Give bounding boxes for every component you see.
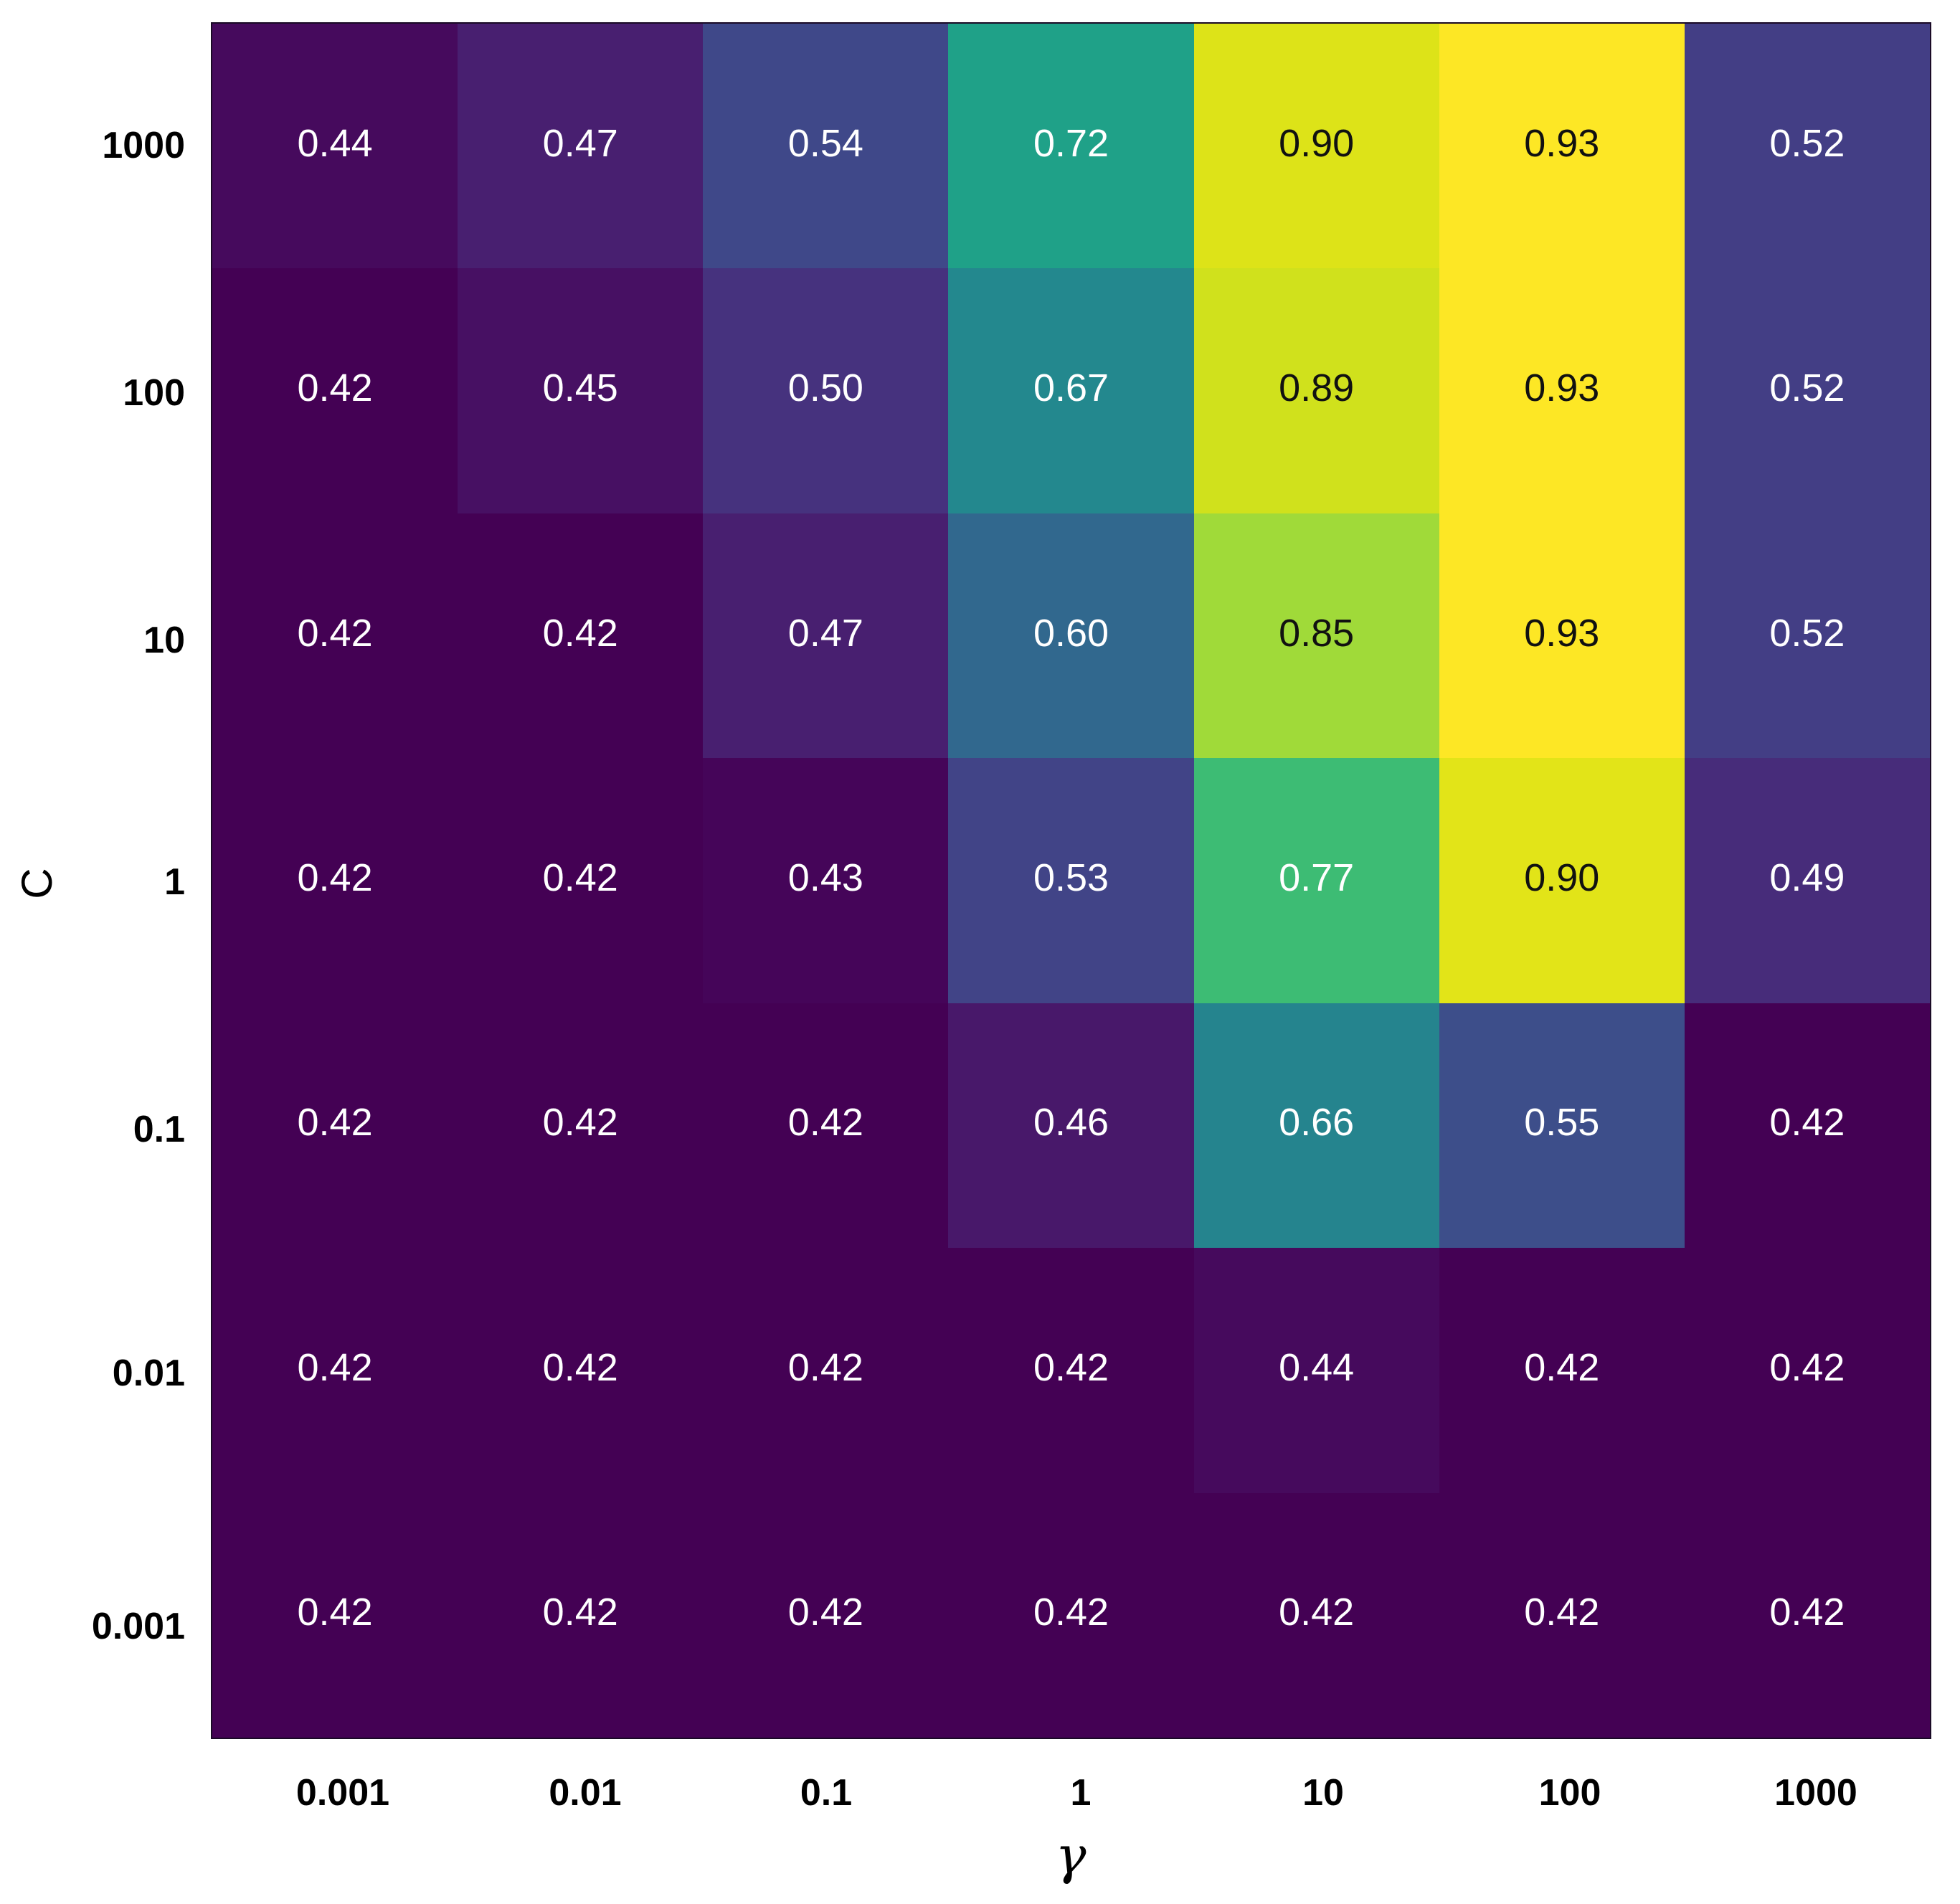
x-tick-label: 1000 (1774, 1772, 1857, 1814)
heatmap-cell: 0.42 (212, 1492, 458, 1738)
heatmap-cell: 0.49 (1684, 758, 1930, 1003)
heatmap-cell: 0.60 (948, 513, 1194, 759)
y-tick-label: 0.001 (91, 1606, 185, 1647)
x-tick-label: 0.01 (549, 1772, 622, 1814)
heatmap-grid: 0.44 0.47 0.54 0.72 0.90 0.93 0.52 0.42 … (211, 22, 1931, 1739)
heatmap-cell: 0.72 (948, 24, 1194, 269)
heatmap-cell: 0.42 (458, 513, 704, 759)
heatmap-cell: 0.42 (948, 1492, 1194, 1738)
heatmap-cell: 0.77 (1193, 758, 1439, 1003)
heatmap-cell: 0.66 (1193, 1003, 1439, 1249)
heatmap-cell: 0.93 (1439, 268, 1685, 513)
heatmap-cell: 0.47 (458, 24, 704, 269)
heatmap-cell: 0.50 (703, 268, 949, 513)
heatmap-cell: 0.42 (458, 1492, 704, 1738)
x-tick-label: 1 (1070, 1772, 1092, 1814)
heatmap-cell: 0.42 (212, 513, 458, 759)
x-tick-label: 10 (1302, 1772, 1344, 1814)
heatmap-cell: 0.42 (1439, 1248, 1685, 1493)
heatmap-cell: 0.67 (948, 268, 1194, 513)
heatmap-cell: 0.90 (1439, 758, 1685, 1003)
heatmap-cell: 0.89 (1193, 268, 1439, 513)
heatmap-cell: 0.45 (458, 268, 704, 513)
heatmap-cell: 0.43 (703, 758, 949, 1003)
y-tick-label: 100 (123, 372, 185, 414)
heatmap-cell: 0.44 (212, 24, 458, 269)
heatmap-cell: 0.42 (703, 1248, 949, 1493)
heatmap-cell: 0.52 (1684, 24, 1930, 269)
heatmap-cell: 0.42 (1684, 1492, 1930, 1738)
heatmap-cell: 0.53 (948, 758, 1194, 1003)
y-tick-label: 0.01 (112, 1353, 185, 1394)
heatmap-cell: 0.90 (1193, 24, 1439, 269)
heatmap-cell: 0.93 (1439, 513, 1685, 759)
heatmap-cell: 0.42 (1193, 1492, 1439, 1738)
heatmap-cell: 0.55 (1439, 1003, 1685, 1249)
heatmap-cell: 0.42 (703, 1003, 949, 1249)
heatmap-cell: 0.42 (458, 1248, 704, 1493)
heatmap-cell: 0.93 (1439, 24, 1685, 269)
x-tick-label: 0.001 (295, 1772, 390, 1814)
y-tick-label: 1000 (102, 125, 185, 166)
heatmap-cell: 0.42 (212, 1248, 458, 1493)
heatmap-cell: 0.46 (948, 1003, 1194, 1249)
heatmap-cell: 0.42 (458, 1003, 704, 1249)
heatmap-cell: 0.42 (212, 268, 458, 513)
heatmap-cell: 0.42 (1439, 1492, 1685, 1738)
heatmap-cell: 0.44 (1193, 1248, 1439, 1493)
heatmap-cell: 0.52 (1684, 268, 1930, 513)
x-tick-label: 0.1 (800, 1772, 853, 1814)
heatmap-cell: 0.42 (212, 758, 458, 1003)
heatmap-cell: 0.42 (1684, 1003, 1930, 1249)
x-axis-label: γ (1055, 1825, 1086, 1885)
heatmap-cell: 0.42 (1684, 1248, 1930, 1493)
y-axis-label: C (13, 868, 62, 899)
heatmap-cell: 0.42 (703, 1492, 949, 1738)
heatmap-cell: 0.85 (1193, 513, 1439, 759)
heatmap-cell: 0.54 (703, 24, 949, 269)
heatmap-cell: 0.47 (703, 513, 949, 759)
x-tick-label: 100 (1538, 1772, 1601, 1814)
heatmap-cell: 0.42 (458, 758, 704, 1003)
heatmap-cell: 0.42 (212, 1003, 458, 1249)
y-tick-label: 0.1 (133, 1109, 185, 1150)
y-tick-label: 10 (143, 620, 185, 661)
y-tick-label: 1 (164, 861, 185, 903)
heatmap-cell: 0.42 (948, 1248, 1194, 1493)
heatmap-cell: 0.52 (1684, 513, 1930, 759)
